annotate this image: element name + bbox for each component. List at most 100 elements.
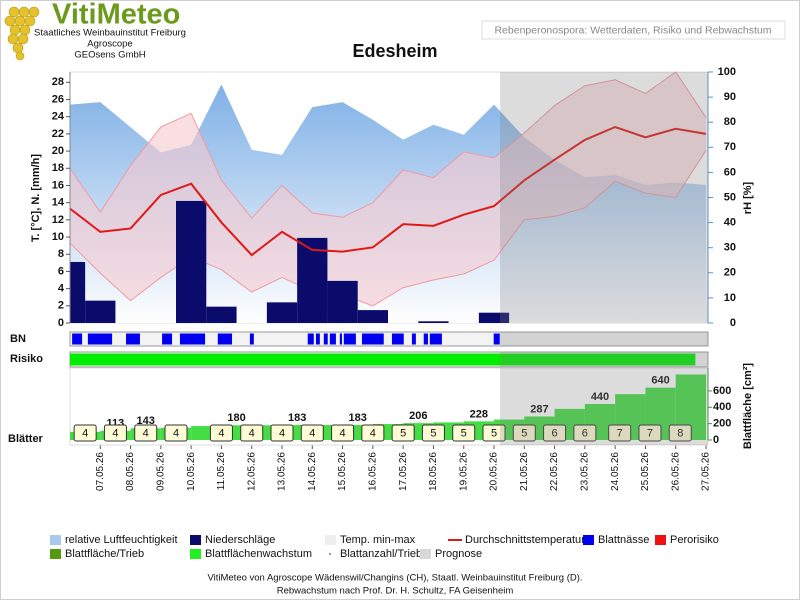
data-label: 287: [530, 403, 548, 415]
legend-label: Temp. min-max: [340, 534, 416, 546]
precip-bar: [478, 312, 510, 323]
data-label: 143: [137, 415, 155, 427]
leaf-count: 4: [279, 427, 285, 439]
y-tick-label: 18: [52, 162, 64, 174]
legend-swatch: [190, 535, 201, 545]
leaves-label: Blätter: [8, 433, 44, 445]
x-tick-label: 22.05.26: [549, 452, 560, 491]
x-tick-label: 14.05.26: [307, 452, 318, 491]
x-tick-label: 19.05.26: [458, 452, 469, 491]
subtitle: Rebenperonospora: Wetterdaten, Risiko un…: [494, 24, 771, 36]
precip-bar: [357, 310, 388, 323]
y-tick-label: 10: [52, 231, 64, 243]
logo-grapes: [4, 6, 40, 61]
precip-bar: [327, 280, 358, 323]
leaf-tick-label: 0: [713, 434, 719, 446]
legend-swatch: [190, 549, 201, 559]
risk-label: Risiko: [10, 353, 43, 365]
y-tick-label: 0: [58, 317, 64, 329]
leaf-count-box: [361, 424, 385, 442]
y2-tick-label: 10: [724, 292, 736, 304]
legend-label: Durchschnittstemperatur: [465, 534, 585, 546]
leaf-count: 4: [249, 427, 255, 439]
leaf-axis-label: Blattfläche [cm²]: [742, 363, 754, 450]
x-tick-label: 26.05.26: [670, 452, 681, 491]
y-tick-label: 4: [58, 283, 65, 295]
leaf-count-box: [164, 424, 188, 442]
y2-axis-label: rH [%]: [742, 181, 754, 214]
leaf-count-box: [270, 424, 294, 442]
leaf-count-box: [240, 424, 264, 442]
legend-label: Prognose: [435, 548, 482, 560]
precip-bar: [266, 302, 298, 323]
leaf-count: 4: [173, 427, 179, 439]
precip-bar: [297, 237, 328, 323]
leaf-count-box: [331, 424, 355, 442]
legend-swatch: [420, 549, 431, 559]
y2-tick-label: 100: [718, 66, 736, 78]
precip-bar: [70, 261, 86, 323]
subtitle-box: [481, 20, 786, 40]
x-tick-label: 13.05.26: [277, 452, 288, 491]
leaf-count-box: [512, 424, 536, 442]
forecast-overlay: [500, 368, 708, 445]
legend-swatch: [50, 535, 61, 545]
legend-swatch: [583, 535, 594, 545]
legend-label: Blattnässe: [598, 534, 649, 546]
interval: [162, 333, 173, 345]
y-tick-label: 2: [58, 300, 64, 312]
leaf-count: 5: [521, 427, 527, 439]
chart-title: Edesheim: [352, 41, 437, 61]
leaf-count-box: [103, 424, 127, 442]
leaf-count: 5: [430, 427, 436, 439]
leaf-count-box: [482, 424, 506, 442]
leaf-count-box: [608, 424, 632, 442]
x-tick-label: 15.05.26: [337, 452, 348, 491]
legend-swatch: [329, 553, 331, 555]
leaf-count-box: [573, 424, 597, 442]
y2-tick-label: 30: [724, 242, 736, 254]
forecast-overlay: [500, 72, 708, 323]
y-tick-label: 24: [52, 111, 65, 123]
interval: [249, 333, 254, 345]
interval: [361, 333, 384, 345]
y2-tick-label: 80: [724, 116, 736, 128]
y-tick-label: 6: [58, 265, 64, 277]
interval: [323, 333, 328, 345]
leaf-count: 5: [491, 427, 497, 439]
legend-label: Blattfläche/Trieb: [65, 548, 144, 560]
interval: [179, 333, 206, 345]
data-label: 440: [591, 391, 609, 403]
leaf-count-box: [543, 424, 567, 442]
y2-tick-label: 50: [724, 191, 736, 203]
x-tick-label: 08.05.26: [125, 452, 136, 491]
data-label: 640: [651, 375, 669, 387]
x-tick-label: 11.05.26: [216, 452, 227, 491]
leaf-count: 4: [309, 427, 315, 439]
leaf-count-box: [638, 424, 662, 442]
org-line: GEOsens GmbH: [74, 50, 145, 61]
leaf-count: 7: [647, 427, 653, 439]
data-label: 183: [288, 412, 306, 424]
x-tick-label: 23.05.26: [579, 452, 590, 491]
x-tick-label: 10.05.26: [186, 452, 197, 491]
org-line: Agroscope: [87, 39, 132, 50]
interval: [126, 333, 140, 345]
leaf-count-box: [421, 424, 445, 442]
data-label: 228: [470, 408, 488, 420]
org-line: Staatliches Weinbauinstitut Freiburg: [34, 28, 186, 39]
interval: [87, 333, 113, 345]
legend-label: relative Luftfeuchtigkeit: [65, 534, 178, 546]
y-tick-label: 22: [52, 128, 64, 140]
interval: [72, 333, 83, 345]
data-label: 180: [227, 412, 245, 424]
x-tick-label: 25.05.26: [640, 452, 651, 491]
interval: [493, 333, 500, 345]
leaf-tick-label: 200: [713, 418, 731, 430]
precip-bar: [176, 200, 207, 323]
y2-tick-label: 0: [730, 317, 736, 329]
leaf-count: 4: [340, 427, 346, 439]
temp-range-band: [70, 72, 706, 306]
